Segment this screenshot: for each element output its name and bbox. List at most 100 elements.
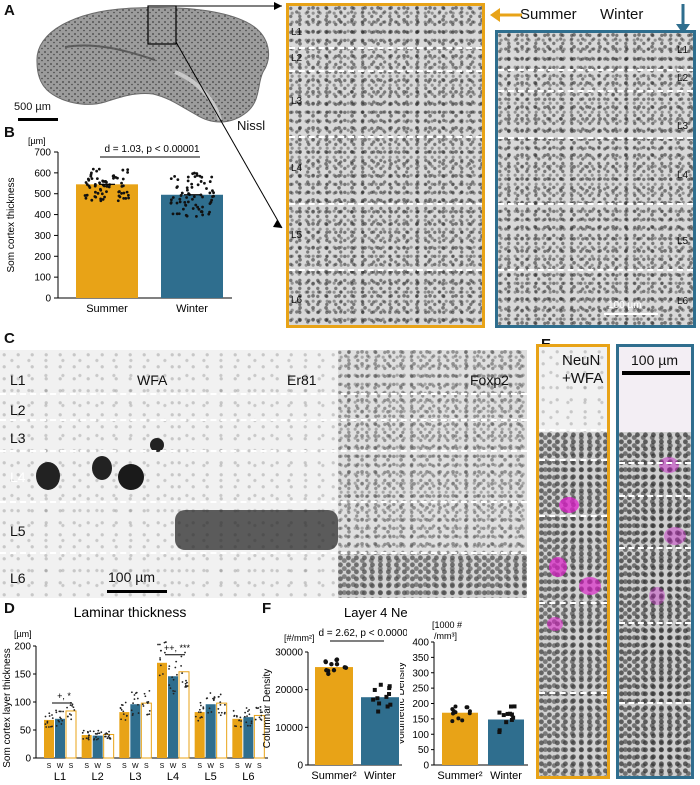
f2-data-point	[501, 713, 506, 718]
d-bar	[44, 719, 54, 758]
b-y-tick-label: 400	[34, 210, 51, 221]
d-data-point	[199, 711, 202, 714]
d-data-point	[239, 716, 242, 719]
f1-data-point	[371, 697, 376, 702]
winter-layer-label: L5	[677, 236, 689, 247]
f2-y-label: Volumetric Density	[400, 662, 407, 745]
d-y-tick-label: 150	[14, 670, 31, 681]
b-data-point	[105, 184, 109, 188]
d-data-point	[133, 698, 136, 701]
d-data-point	[86, 730, 89, 733]
d-data-point	[143, 692, 146, 695]
f2-y-tick-label: 350	[412, 653, 429, 664]
f2-x-tick-label: Summer²	[437, 770, 483, 782]
d-data-point	[260, 714, 263, 717]
f2-y-tick-label: 150	[412, 714, 429, 725]
b-data-point	[177, 212, 181, 216]
d-y-tick-label: 50	[20, 726, 32, 737]
d-data-point	[235, 725, 238, 728]
b-data-point	[175, 212, 179, 216]
b-data-point	[184, 203, 187, 207]
summer-label: Summer	[520, 6, 577, 23]
b-y-tick-label: 100	[34, 273, 51, 284]
d-bar	[103, 733, 115, 759]
d-sublabel: S	[69, 763, 74, 770]
d-data-point	[220, 711, 223, 714]
d-data-point	[95, 738, 98, 741]
b-data-point	[88, 186, 92, 189]
d-data-point	[46, 720, 49, 723]
b-data-point	[191, 207, 195, 210]
f2-y-unit-2: /mm³]	[434, 631, 457, 641]
b-data-point	[99, 197, 103, 201]
d-data-point	[137, 703, 139, 706]
f1-data-point	[378, 682, 383, 687]
b-data-point	[203, 181, 206, 185]
d-data-point	[199, 701, 202, 704]
f2-data-point	[450, 719, 455, 724]
f1-data-point	[331, 667, 337, 673]
d-data-point	[158, 674, 161, 677]
d-data-point	[236, 715, 238, 718]
d-data-point	[245, 707, 248, 709]
d-data-point	[233, 714, 236, 717]
f1-data-point	[334, 657, 339, 663]
c-layer-label: L5	[10, 523, 26, 539]
er81-image	[175, 350, 338, 598]
b-data-point	[210, 198, 214, 202]
f2-data-point	[467, 709, 472, 714]
d-data-point	[185, 679, 187, 682]
b-data-point	[205, 187, 208, 190]
d-sublabel: S	[144, 763, 149, 770]
d-data-point	[71, 704, 74, 707]
b-data-point	[200, 175, 204, 179]
d-data-point	[197, 711, 200, 714]
d-data-point	[186, 685, 189, 687]
d-data-point	[136, 697, 139, 700]
d-data-point	[124, 701, 127, 704]
d-data-point	[94, 732, 97, 735]
d-data-point	[210, 711, 213, 713]
d-data-point	[186, 681, 188, 684]
b-data-point	[114, 176, 118, 179]
b-data-point	[196, 183, 200, 187]
f2-data-point	[504, 720, 509, 725]
d-data-point	[198, 708, 201, 711]
summer-layer-label: L2	[291, 53, 303, 64]
c-layer-label: L2	[10, 402, 26, 418]
b-y-tick-label: 200	[34, 252, 51, 263]
panel-b-letter: B	[4, 124, 15, 141]
winter-layer-label: L3	[677, 121, 689, 132]
d-data-point	[59, 710, 62, 713]
b-data-point	[195, 214, 198, 218]
d-data-point	[159, 649, 162, 652]
e-stain-label-1: NeuN	[562, 352, 601, 369]
d-x-tick-label: L4	[167, 771, 179, 783]
b-data-point	[195, 172, 199, 175]
b-data-point	[199, 180, 203, 183]
b-data-point	[178, 197, 182, 201]
d-data-point	[71, 703, 74, 706]
f1-y-tick-label: 30000	[275, 648, 303, 659]
b-data-point	[208, 191, 212, 195]
b-data-point	[180, 191, 184, 195]
d-data-point	[104, 735, 106, 738]
d-data-point	[105, 732, 108, 735]
d-data-point	[246, 724, 249, 727]
b-x-tick-label: Winter	[176, 303, 208, 315]
f2-y-tick-label: 300	[412, 668, 429, 679]
d-annotation: ++, ***	[164, 643, 191, 653]
panel-d-letter: D	[4, 600, 15, 617]
f2-data-point	[509, 717, 514, 722]
d-data-point	[132, 712, 134, 715]
d-sublabel: W	[132, 763, 139, 770]
f2-y-tick-label: 0	[423, 761, 429, 772]
f1-y-unit: [#/mm²]	[284, 633, 315, 643]
d-data-point	[142, 705, 145, 707]
f1-y-tick-label: 20000	[275, 685, 303, 696]
d-data-point	[239, 725, 242, 728]
d-data-point	[48, 726, 50, 728]
f1-y-tick-label: 0	[297, 761, 303, 772]
c-layer-label: L4	[10, 469, 26, 485]
d-sublabel: S	[219, 763, 224, 770]
